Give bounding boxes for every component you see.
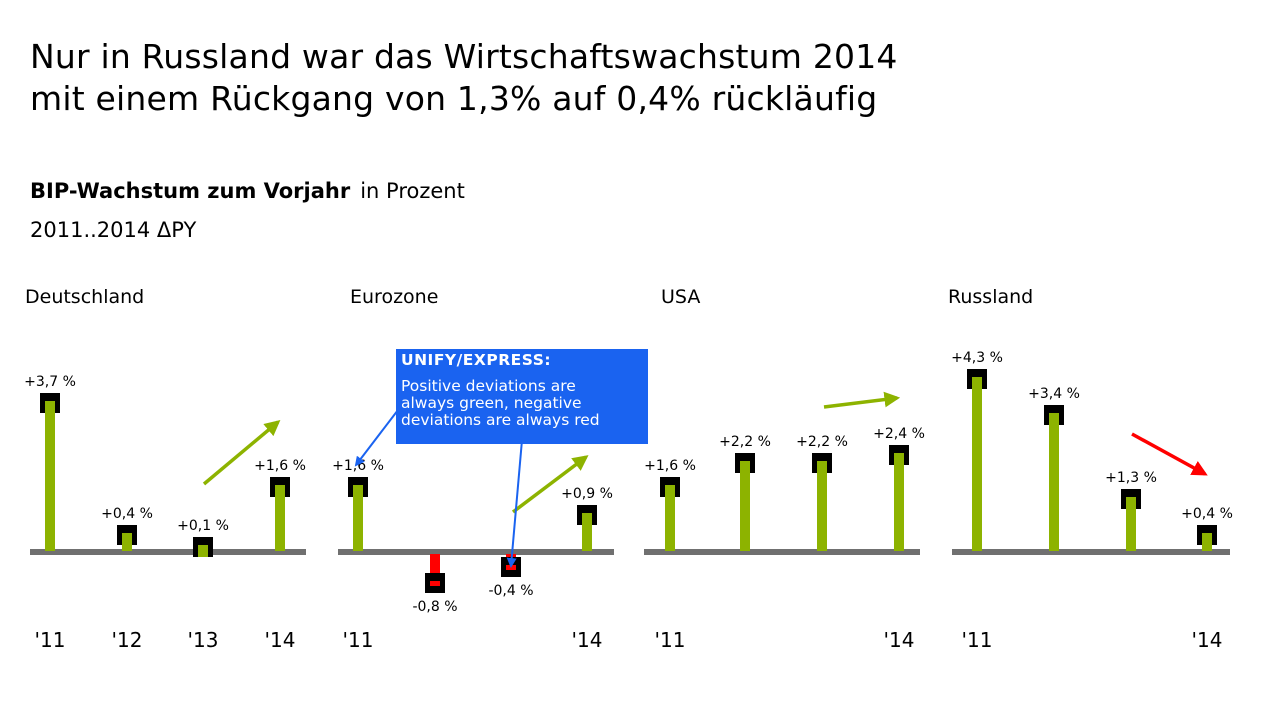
deutschland-tick-label-3: '13: [188, 628, 219, 652]
unify-express-note: UNIFY/EXPRESS: Positive deviations are a…: [396, 349, 648, 444]
eurozone-axis: [338, 549, 614, 555]
usa-marker-fill-1: [665, 485, 675, 497]
russland-marker-fill-1: [972, 377, 982, 389]
usa-value-label-4: +2,4 %: [873, 426, 925, 442]
usa-axis: [644, 549, 920, 555]
usa-marker-fill-3: [817, 461, 827, 473]
russland-trend-arrow: [1131, 432, 1208, 476]
eurozone-panel-title: Eurozone: [350, 286, 438, 308]
deutschland-tick-label-4: '14: [265, 628, 296, 652]
deutschland-tick-label-2: '12: [112, 628, 143, 652]
deutschland-marker-fill-3: [198, 545, 208, 557]
russland-bar-2: [1049, 415, 1059, 551]
deutschland-panel-title: Deutschland: [25, 286, 144, 308]
chart-period: 2011..2014 ΔPY: [30, 218, 197, 242]
usa-marker-fill-4: [894, 453, 904, 465]
russland-tick-label-1: '11: [962, 628, 993, 652]
eurozone-bar-1: [353, 487, 363, 551]
eurozone-trend-arrow: [511, 455, 589, 514]
deutschland-axis: [30, 549, 306, 555]
usa-trend-arrow: [823, 391, 901, 409]
note-arrow-to-eurozone-2011: [354, 409, 399, 467]
eurozone-bar-4: [582, 515, 592, 551]
deutschland-marker-fill-2: [122, 533, 132, 545]
russland-value-label-2: +3,4 %: [1028, 386, 1080, 402]
eurozone-bar-2: [430, 554, 440, 586]
deutschland-marker-fill-4: [275, 485, 285, 497]
deutschland-marker-fill-1: [45, 401, 55, 413]
usa-marker-fill-2: [740, 461, 750, 473]
eurozone-value-label-2: -0,8 %: [412, 599, 457, 615]
note-heading: UNIFY/EXPRESS:: [401, 351, 552, 369]
chart-heading: BIP-Wachstum zum Vorjahr in Prozent: [30, 179, 465, 203]
deutschland-value-label-3: +0,1 %: [177, 518, 229, 534]
note-arrow-to-eurozone-2013: [506, 439, 523, 568]
russland-value-label-3: +1,3 %: [1105, 470, 1157, 486]
usa-value-label-1: +1,6 %: [644, 458, 696, 474]
slide-title: Nur in Russland war das Wirtschaftswachs…: [30, 36, 898, 120]
eurozone-marker-fill-1: [353, 485, 363, 497]
eurozone-tick-label-4: '14: [572, 628, 603, 652]
deutschland-tick-label-1: '11: [35, 628, 66, 652]
chart-heading-measure: BIP-Wachstum zum Vorjahr: [30, 179, 351, 203]
note-line-1: Positive deviations are: [401, 377, 576, 395]
usa-bar-2: [740, 463, 750, 551]
russland-bar-1: [972, 379, 982, 551]
russland-panel-title: Russland: [948, 286, 1033, 308]
russland-value-label-4: +0,4 %: [1181, 506, 1233, 522]
eurozone-marker-fill-4: [582, 513, 592, 525]
note-line-2: always green, negative: [401, 394, 582, 412]
eurozone-marker-fill-2: [430, 581, 440, 586]
eurozone-value-label-3: -0,4 %: [488, 583, 533, 599]
note-line-3: deviations are always red: [401, 411, 600, 429]
title-line-1: Nur in Russland war das Wirtschaftswachs…: [30, 37, 898, 76]
usa-bar-3: [817, 463, 827, 551]
russland-tick-label-4: '14: [1192, 628, 1223, 652]
russland-axis: [952, 549, 1230, 555]
deutschland-trend-arrow: [202, 419, 281, 486]
russland-marker-fill-3: [1126, 497, 1136, 509]
note-connector-arrows: [354, 409, 523, 568]
russland-value-label-1: +4,3 %: [951, 350, 1003, 366]
deutschland-value-label-1: +3,7 %: [24, 374, 76, 390]
eurozone-tick-label-1: '11: [343, 628, 374, 652]
usa-panel-title: USA: [661, 286, 700, 308]
russland-bar-3: [1126, 499, 1136, 551]
eurozone-value-label-1: +1,6 %: [332, 458, 384, 474]
russland-marker-fill-4: [1202, 533, 1212, 545]
eurozone-value-label-4: +0,9 %: [561, 486, 613, 502]
usa-bar-4: [894, 455, 904, 551]
usa-value-label-2: +2,2 %: [719, 434, 771, 450]
deutschland-bar-4: [275, 487, 285, 551]
usa-value-label-3: +2,2 %: [796, 434, 848, 450]
deutschland-value-label-2: +0,4 %: [101, 506, 153, 522]
deutschland-bar-1: [45, 403, 55, 551]
usa-tick-label-4: '14: [884, 628, 915, 652]
usa-tick-label-1: '11: [655, 628, 686, 652]
russland-marker-fill-2: [1049, 413, 1059, 425]
usa-bar-1: [665, 487, 675, 551]
deutschland-value-label-4: +1,6 %: [254, 458, 306, 474]
chart-heading-unit: in Prozent: [360, 179, 465, 203]
title-line-2: mit einem Rückgang von 1,3% auf 0,4% rüc…: [30, 79, 878, 118]
